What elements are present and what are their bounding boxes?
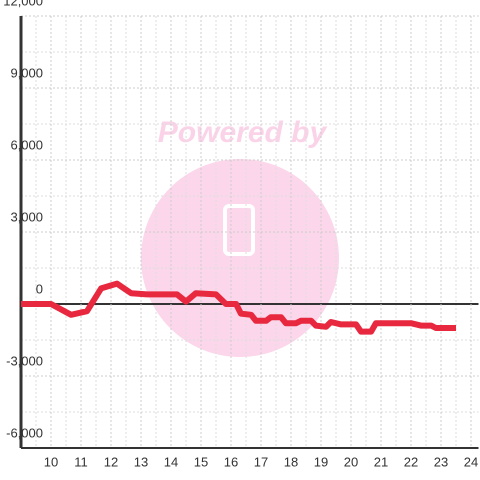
- x-tick-label: 16: [224, 454, 238, 469]
- watermark-icon: [223, 204, 255, 256]
- y-tick-label: 3,000: [10, 209, 43, 224]
- y-tick-label: 6,000: [10, 137, 43, 152]
- y-tick-label: -3,000: [6, 353, 43, 368]
- x-tick-label: 20: [344, 454, 358, 469]
- x-tick-label: 23: [434, 454, 448, 469]
- x-tick-label: 15: [194, 454, 208, 469]
- x-tick-label: 17: [254, 454, 268, 469]
- x-tick-label: 24: [464, 454, 478, 469]
- watermark-text: Powered by: [158, 116, 328, 149]
- watermark-logo: [141, 159, 339, 357]
- x-tick-label: 22: [404, 454, 418, 469]
- y-tick-label: 9,000: [10, 65, 43, 80]
- x-tick-label: 14: [164, 454, 178, 469]
- series-line: [21, 280, 456, 335]
- x-tick-label: 19: [314, 454, 328, 469]
- y-tick-label: 12,000: [3, 0, 43, 8]
- x-tick-label: 11: [74, 454, 88, 469]
- x-tick-label: 13: [134, 454, 148, 469]
- x-tick-label: 12: [104, 454, 118, 469]
- y-tick-label: -6,000: [6, 425, 43, 440]
- y-tick-label: 0: [36, 281, 43, 296]
- x-tick-label: 10: [44, 454, 58, 469]
- watermark-circle: [141, 159, 339, 357]
- x-tick-label: 21: [374, 454, 388, 469]
- x-tick-label: 18: [284, 454, 298, 469]
